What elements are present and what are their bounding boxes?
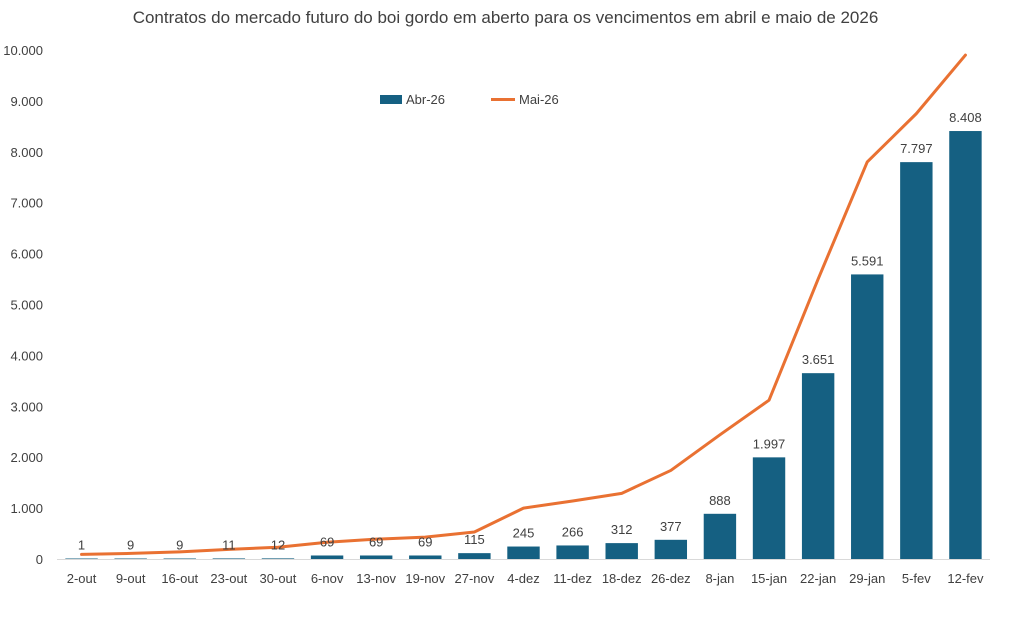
x-tick-label: 13-nov xyxy=(356,571,396,586)
bar xyxy=(458,553,491,559)
y-tick-label: 8.000 xyxy=(10,145,43,160)
y-tick-label: 2.000 xyxy=(10,450,43,465)
legend-label: Mai-26 xyxy=(519,92,559,107)
bar-data-label: 9 xyxy=(176,538,183,553)
bar xyxy=(654,539,688,559)
x-tick-label: 22-jan xyxy=(800,571,836,586)
x-tick-label: 19-nov xyxy=(405,571,445,586)
x-tick-label: 18-dez xyxy=(602,571,642,586)
x-tick-label: 26-dez xyxy=(651,571,691,586)
y-axis: 0 1.000 2.000 3.000 4.000 5.000 6.000 7.000 8.00… xyxy=(3,43,43,567)
bar xyxy=(949,131,982,559)
bar xyxy=(507,546,540,559)
x-tick-label: 8-jan xyxy=(705,571,734,586)
bar-data-label: 9 xyxy=(127,538,134,553)
bar xyxy=(801,373,835,559)
x-tick-label: 11-dez xyxy=(553,571,592,586)
bar-series xyxy=(65,131,982,560)
x-tick-label: 16-out xyxy=(161,571,198,586)
series-line xyxy=(80,53,967,556)
legend: Abr-26 Mai-26 xyxy=(380,92,559,107)
bar-data-label: 1.997 xyxy=(753,436,786,451)
bar-data-label: 12 xyxy=(271,537,285,552)
bar xyxy=(409,555,442,559)
x-tick-label: 5-fev xyxy=(902,571,931,586)
bar-data-label: 11 xyxy=(222,537,236,552)
bar-data-label: 69 xyxy=(369,534,383,549)
bar xyxy=(900,162,933,560)
bar xyxy=(703,513,737,559)
data-labels: 1 9 9 11 12 69 69 69 115 245 266 312 377 888 1.997 3.65… xyxy=(78,110,982,552)
y-tick-label: 6.000 xyxy=(10,247,43,262)
y-tick-label: 7.000 xyxy=(10,196,43,211)
bar-data-label: 7.797 xyxy=(900,141,933,156)
x-tick-label: 23-out xyxy=(210,571,247,586)
bar-data-label: 1 xyxy=(78,538,85,553)
y-tick-label: 1.000 xyxy=(10,501,43,516)
bar-data-label: 377 xyxy=(660,519,682,534)
bar-data-label: 8.408 xyxy=(949,110,982,125)
x-tick-label: 15-jan xyxy=(751,571,787,586)
legend-label: Abr-26 xyxy=(406,92,445,107)
bar xyxy=(752,457,786,559)
bar-data-label: 5.591 xyxy=(851,253,884,268)
x-tick-label: 2-out xyxy=(67,571,97,586)
line-series xyxy=(80,53,967,556)
bar-data-label: 888 xyxy=(709,493,731,508)
x-tick-label: 30-out xyxy=(260,571,297,586)
bar-data-label: 115 xyxy=(464,532,485,547)
bar xyxy=(310,555,344,559)
bar-data-label: 69 xyxy=(320,534,334,549)
y-tick-label: 10.000 xyxy=(3,43,43,58)
x-tick-label: 4-dez xyxy=(507,571,540,586)
bar xyxy=(163,558,196,559)
bar xyxy=(605,543,638,559)
y-tick-label: 4.000 xyxy=(10,348,43,363)
x-tick-label: 6-nov xyxy=(311,571,344,586)
bar xyxy=(851,274,884,559)
x-tick-label: 9-out xyxy=(116,571,146,586)
x-tick-label: 29-jan xyxy=(849,571,885,586)
x-axis: 2-out 9-out 16-out 23-out 30-out 6-nov 13-nov 1… xyxy=(57,559,990,586)
bar-data-label: 312 xyxy=(611,522,633,537)
bar-data-label: 69 xyxy=(418,534,432,549)
chart-title: Contratos do mercado futuro do boi gordo… xyxy=(132,8,879,27)
bar xyxy=(65,558,98,559)
bar xyxy=(359,555,393,559)
y-tick-label: 0 xyxy=(36,552,43,567)
x-tick-label: 27-nov xyxy=(455,571,495,586)
bar-data-label: 266 xyxy=(562,524,584,539)
bar xyxy=(261,558,295,559)
bar-data-label: 245 xyxy=(513,526,535,541)
bar xyxy=(556,545,589,559)
bar xyxy=(114,558,147,559)
y-tick-label: 3.000 xyxy=(10,399,43,414)
bar-data-label: 3.651 xyxy=(802,352,835,367)
legend-swatch-bar xyxy=(380,95,402,104)
x-tick-label: 12-fev xyxy=(947,571,984,586)
bar xyxy=(212,558,246,559)
y-tick-label: 9.000 xyxy=(10,94,43,109)
y-tick-label: 5.000 xyxy=(10,298,43,313)
